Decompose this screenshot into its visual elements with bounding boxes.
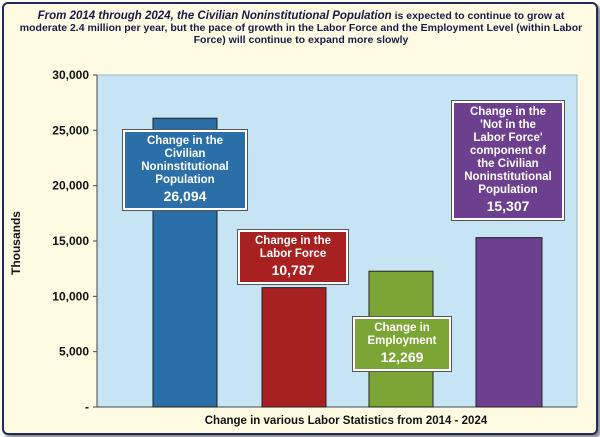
y-tick-label: 20,000 xyxy=(52,179,89,193)
data-label-value: 10,787 xyxy=(271,262,315,278)
y-tick-label: 15,000 xyxy=(52,234,89,248)
x-axis-label: Change in various Labor Statistics from … xyxy=(204,415,488,427)
y-tick-label: 30,000 xyxy=(52,68,89,82)
data-label-line: Change in the xyxy=(146,135,224,147)
title-line-1: From 2014 through 2024, the Civilian Non… xyxy=(37,10,392,22)
data-label-value: 26,094 xyxy=(163,188,207,204)
data-label-line: the Civilian xyxy=(477,158,539,170)
title-rest: is expected to continue to grow at moder… xyxy=(19,10,583,46)
data-label-value: 15,307 xyxy=(486,198,530,214)
data-label-4: Change in the 'Not in the Labor Force' comp… xyxy=(452,101,564,220)
data-label-line: Civilian xyxy=(164,148,206,160)
y-axis-label: Thousands xyxy=(9,211,23,276)
data-label-line: Labor Force' xyxy=(473,132,543,144)
bar-2 xyxy=(261,287,327,408)
chart-title: From 2014 through 2024, the Civilian Non… xyxy=(16,10,586,46)
data-label-line: Population xyxy=(478,184,538,196)
data-label-line: Labor Force xyxy=(259,248,327,260)
data-label-value: 12,269 xyxy=(380,349,424,365)
data-label-line: Change in the xyxy=(469,106,547,118)
data-label-3: Change in Employment 12,269 xyxy=(353,317,451,371)
y-tick-label: 10,000 xyxy=(52,289,89,303)
data-label-line: Noninstitutional xyxy=(464,171,552,183)
bar-4 xyxy=(475,237,543,408)
y-tick-label: 25,000 xyxy=(52,123,89,137)
data-label-line: Employment xyxy=(367,335,437,347)
data-label-line: component of xyxy=(469,145,547,157)
data-label-line: Change in xyxy=(374,322,430,334)
data-label-2: Change in the Labor Force 10,787 xyxy=(238,230,348,284)
data-label-line: 'Not in the xyxy=(480,119,536,131)
y-tick-label: - xyxy=(85,400,89,414)
data-label-line: Noninstitutional xyxy=(141,161,229,173)
data-label-line: Change in the xyxy=(254,235,332,247)
data-label-1: Change in the Civilian Noninstitutional Pop… xyxy=(123,130,247,210)
data-label-line: Population xyxy=(155,174,215,186)
y-tick-label: 5,000 xyxy=(59,345,89,359)
